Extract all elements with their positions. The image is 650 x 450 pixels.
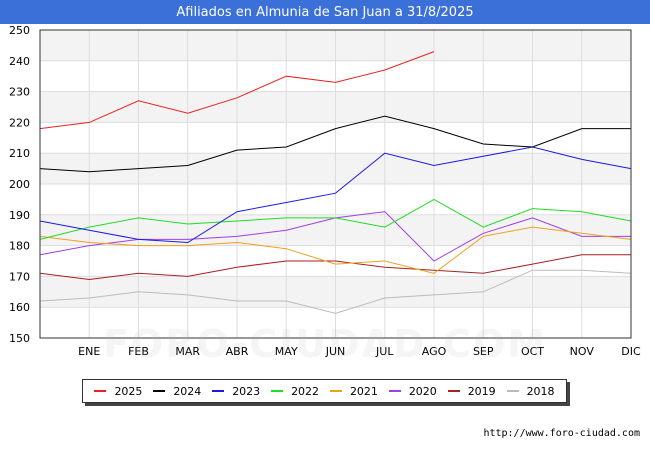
legend-item-2018: 2018	[506, 384, 555, 398]
y-tick-label: 150	[9, 332, 30, 345]
x-tick-label: ENE	[78, 345, 100, 358]
series-line-2024	[39, 115, 631, 173]
legend-swatch	[271, 390, 284, 392]
legend-item-2022: 2022	[271, 385, 319, 398]
legend-swatch	[506, 390, 519, 392]
legend-label: 2025	[114, 384, 143, 398]
legend-swatch	[447, 390, 460, 392]
legend-item-2024: 2024	[153, 385, 201, 398]
legend-swatch	[94, 390, 107, 392]
legend-item-2020: 2020	[388, 384, 437, 398]
y-axis-ticks: 150 160 170 180 190 200 210 220 230 240 250	[9, 24, 30, 345]
legend-label: 2021	[349, 384, 378, 398]
y-tick-label: 210	[9, 147, 30, 160]
y-tick-label: 170	[9, 270, 30, 283]
chart-title: Afiliados en Almunia de San Juan a 31/8/…	[0, 0, 650, 24]
x-tick-label: MAR	[175, 345, 200, 358]
x-tick-label: ABR	[226, 345, 249, 358]
legend-label: 2018	[526, 384, 555, 398]
y-tick-label: 250	[9, 24, 30, 37]
series-line-2025	[39, 51, 435, 130]
x-tick-label: AGO	[422, 345, 447, 358]
legend-label: 2020	[408, 384, 437, 398]
x-tick-label: NOV	[570, 345, 595, 358]
y-tick-label: 200	[9, 178, 30, 191]
legend-label: 2023	[232, 384, 261, 398]
y-tick-label: 180	[9, 240, 30, 253]
legend-item-2021: 2021	[329, 384, 378, 398]
series-line-2022	[39, 198, 632, 240]
series-line-2019	[39, 254, 631, 281]
y-tick-label: 220	[9, 116, 30, 129]
plot-frame	[39, 29, 632, 339]
x-tick-label: JUL	[375, 345, 394, 358]
series-lines	[39, 51, 632, 314]
x-tick-label: OCT	[521, 345, 544, 358]
legend-swatch	[388, 390, 401, 392]
series-line-2021	[39, 226, 632, 274]
legend-label: 2019	[467, 384, 496, 398]
watermark: FORO-CIUDAD.COM	[102, 322, 548, 366]
y-tick-label: 240	[9, 55, 30, 68]
x-axis-ticks: ENE FEB MAR ABR MAY JUN JUL AGO SEP OCT NOV DIC	[78, 345, 641, 358]
legend-swatch	[212, 390, 225, 392]
y-tick-label: 160	[9, 301, 30, 314]
y-tick-label: 230	[9, 86, 30, 99]
x-tick-label: DIC	[621, 345, 641, 358]
legend-label: 2024	[173, 384, 202, 398]
series-line-2018	[39, 269, 632, 314]
legend-item-2025: 2025	[94, 385, 142, 398]
x-tick-label: MAY	[275, 345, 298, 358]
legend: 2025 2024 2023 2022 2021 2020 2019 2018	[82, 379, 567, 403]
legend-swatch	[329, 390, 342, 392]
legend-item-2019: 2019	[447, 384, 496, 398]
legend-item-2023: 2023	[212, 385, 260, 398]
x-tick-label: SEP	[473, 345, 494, 358]
x-tick-label: JUN	[325, 345, 346, 358]
legend-label: 2022	[291, 384, 320, 398]
x-tick-label: FEB	[128, 345, 149, 358]
y-tick-label: 190	[9, 209, 30, 222]
legend-swatch	[153, 390, 166, 392]
source-link[interactable]: http://www.foro-ciudad.com	[483, 428, 640, 439]
